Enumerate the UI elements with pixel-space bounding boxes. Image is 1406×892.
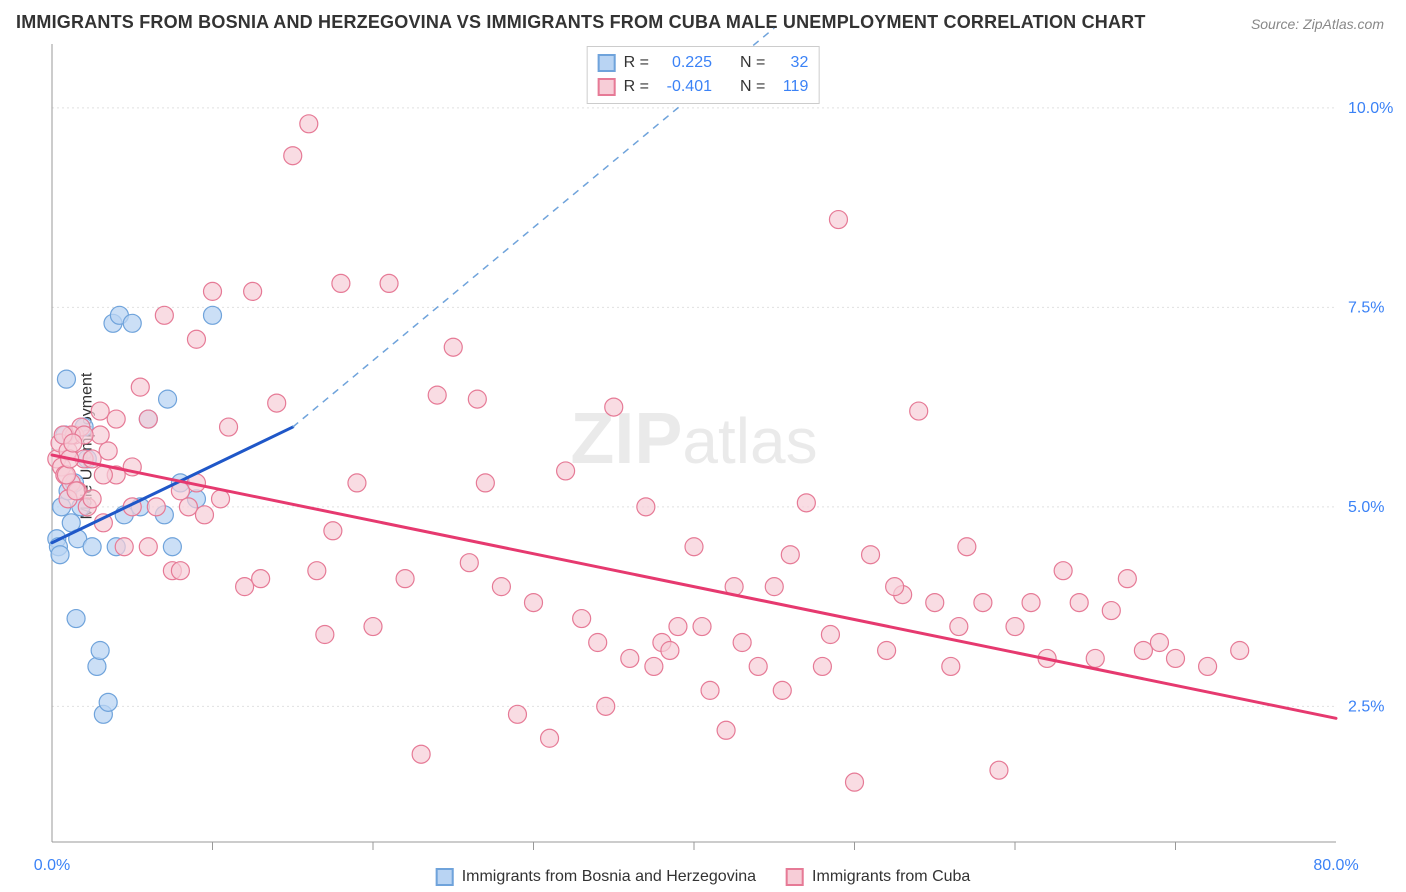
legend-n-label: N =: [740, 75, 765, 99]
swatch-cuba-icon: [786, 868, 804, 886]
svg-text:0.0%: 0.0%: [34, 857, 70, 874]
swatch-cuba: [598, 78, 616, 96]
svg-text:80.0%: 80.0%: [1313, 857, 1358, 874]
chart-canvas: 2.5%5.0%7.5%10.0%0.0%80.0%ZIPatlas: [0, 0, 1406, 892]
legend-row-cuba: R = -0.401 N = 119: [598, 75, 809, 99]
correlation-legend: R = 0.225 N = 32 R = -0.401 N = 119: [587, 46, 820, 104]
legend-r-value-bosnia: 0.225: [657, 51, 712, 75]
svg-text:10.0%: 10.0%: [1348, 100, 1393, 117]
svg-text:2.5%: 2.5%: [1348, 698, 1384, 715]
legend-n-label: N =: [740, 51, 765, 75]
swatch-bosnia: [598, 54, 616, 72]
legend-r-label: R =: [624, 51, 649, 75]
svg-text:7.5%: 7.5%: [1348, 299, 1384, 316]
legend-row-bosnia: R = 0.225 N = 32: [598, 51, 809, 75]
legend-item-cuba: Immigrants from Cuba: [786, 868, 970, 886]
legend-r-value-cuba: -0.401: [657, 75, 712, 99]
legend-item-bosnia: Immigrants from Bosnia and Herzegovina: [436, 868, 756, 886]
legend-label-cuba: Immigrants from Cuba: [812, 868, 970, 886]
legend-n-value-bosnia: 32: [773, 51, 808, 75]
svg-text:5.0%: 5.0%: [1348, 499, 1384, 516]
legend-n-value-cuba: 119: [773, 75, 808, 99]
series-legend: Immigrants from Bosnia and Herzegovina I…: [436, 868, 971, 886]
legend-r-label: R =: [624, 75, 649, 99]
legend-label-bosnia: Immigrants from Bosnia and Herzegovina: [462, 868, 756, 886]
swatch-bosnia-icon: [436, 868, 454, 886]
